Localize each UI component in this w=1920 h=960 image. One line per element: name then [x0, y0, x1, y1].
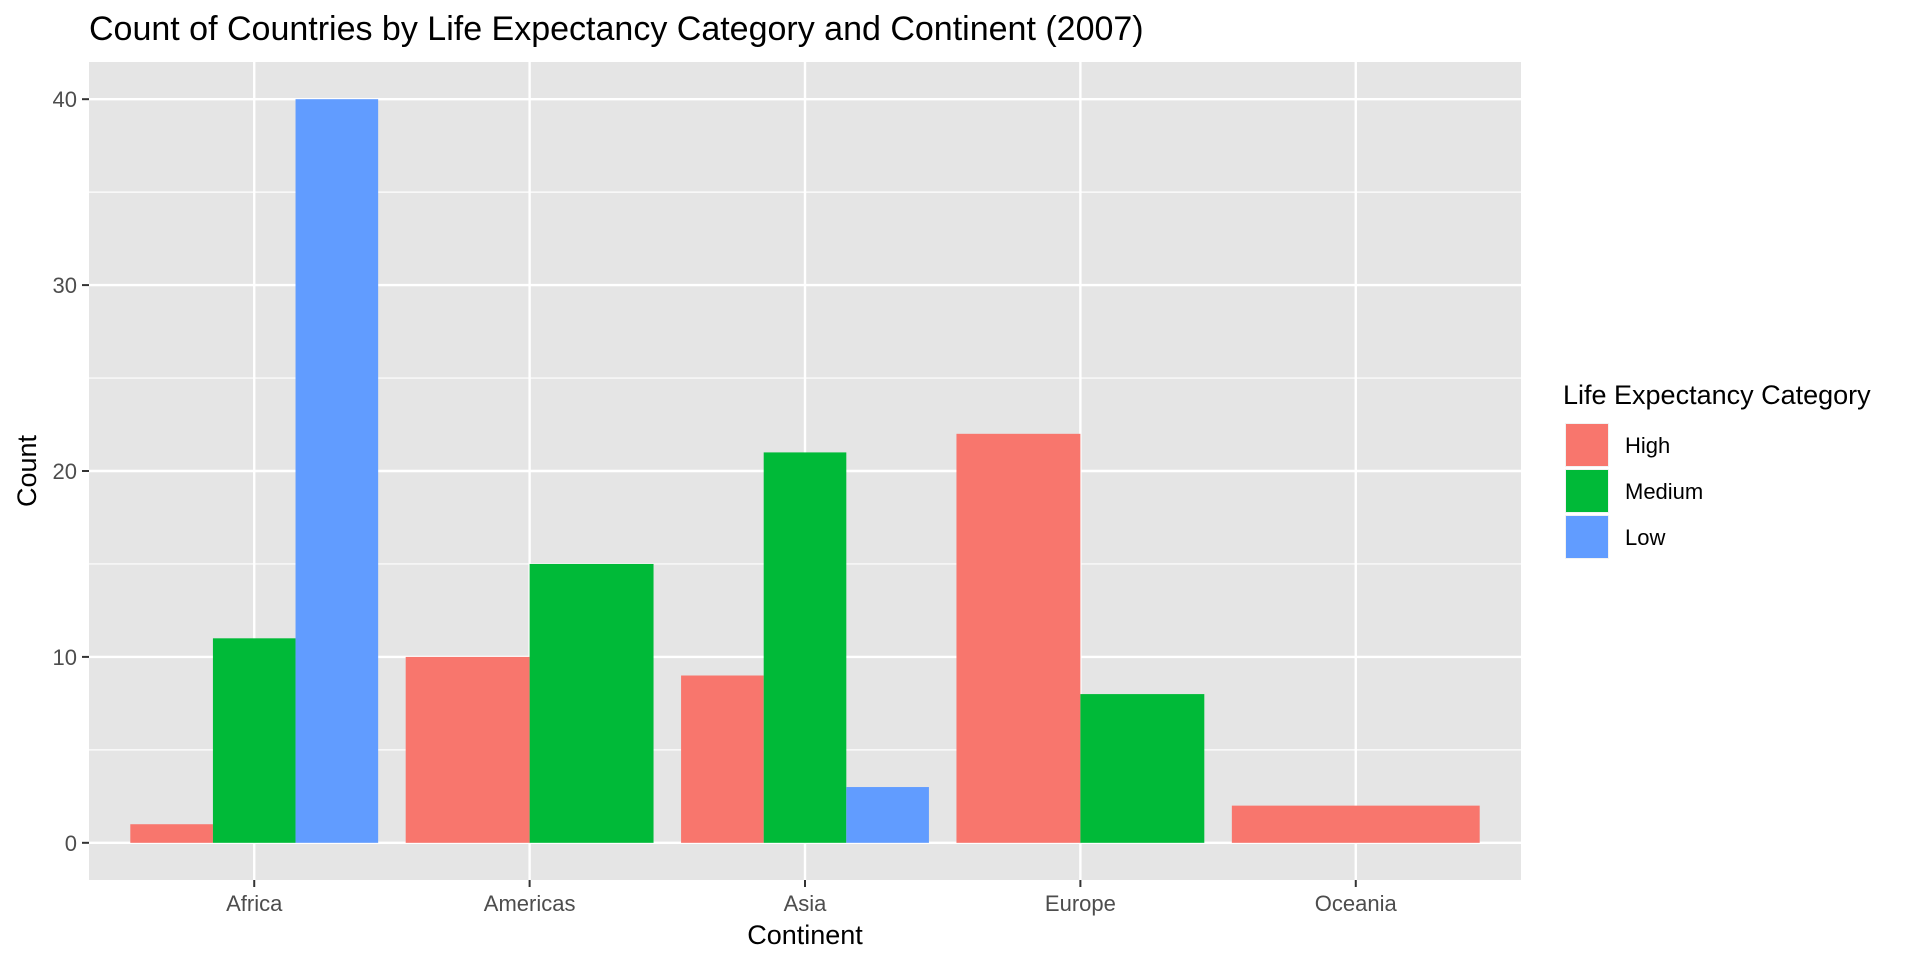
- bar-africa-low: [295, 99, 379, 843]
- legend-title: Life Expectancy Category: [1563, 380, 1871, 410]
- legend: Life Expectancy Category High Medium Low: [1563, 380, 1871, 559]
- y-tick-label: 40: [53, 87, 77, 112]
- bar-americas-high: [405, 656, 530, 843]
- x-tick-label-asia: Asia: [784, 891, 828, 916]
- legend-label-high: High: [1625, 433, 1670, 458]
- bar-asia-medium: [763, 452, 847, 843]
- x-tick-label-americas: Americas: [484, 891, 576, 916]
- y-tick-label: 0: [65, 831, 77, 856]
- legend-label-medium: Medium: [1625, 479, 1703, 504]
- chart-title: Count of Countries by Life Expectancy Ca…: [89, 10, 1144, 48]
- bar-asia-low: [846, 787, 929, 843]
- legend-swatch-high: [1566, 424, 1608, 466]
- bar-europe-medium: [1080, 694, 1205, 843]
- bar-asia-high: [681, 675, 764, 843]
- bar-oceania-high: [1231, 805, 1480, 843]
- bar-europe-high: [956, 433, 1081, 843]
- legend-swatch-low: [1566, 516, 1608, 558]
- bar-africa-medium: [212, 638, 296, 843]
- y-tick-label: 10: [53, 645, 77, 670]
- x-axis: Africa Americas Asia Europe Oceania: [226, 880, 1397, 916]
- legend-swatch-medium: [1566, 470, 1608, 512]
- x-tick-label-europe: Europe: [1045, 891, 1116, 916]
- bars: [130, 99, 1480, 843]
- y-axis-title: Count: [12, 434, 42, 507]
- bar-africa-high: [130, 824, 213, 843]
- y-axis: 0 10 20 30 40: [53, 87, 89, 856]
- y-tick-label: 20: [53, 459, 77, 484]
- y-tick-label: 30: [53, 273, 77, 298]
- x-tick-label-oceania: Oceania: [1315, 891, 1398, 916]
- legend-label-low: Low: [1625, 525, 1665, 550]
- x-tick-label-africa: Africa: [226, 891, 283, 916]
- bar-americas-medium: [529, 563, 654, 843]
- x-axis-title: Continent: [747, 920, 863, 950]
